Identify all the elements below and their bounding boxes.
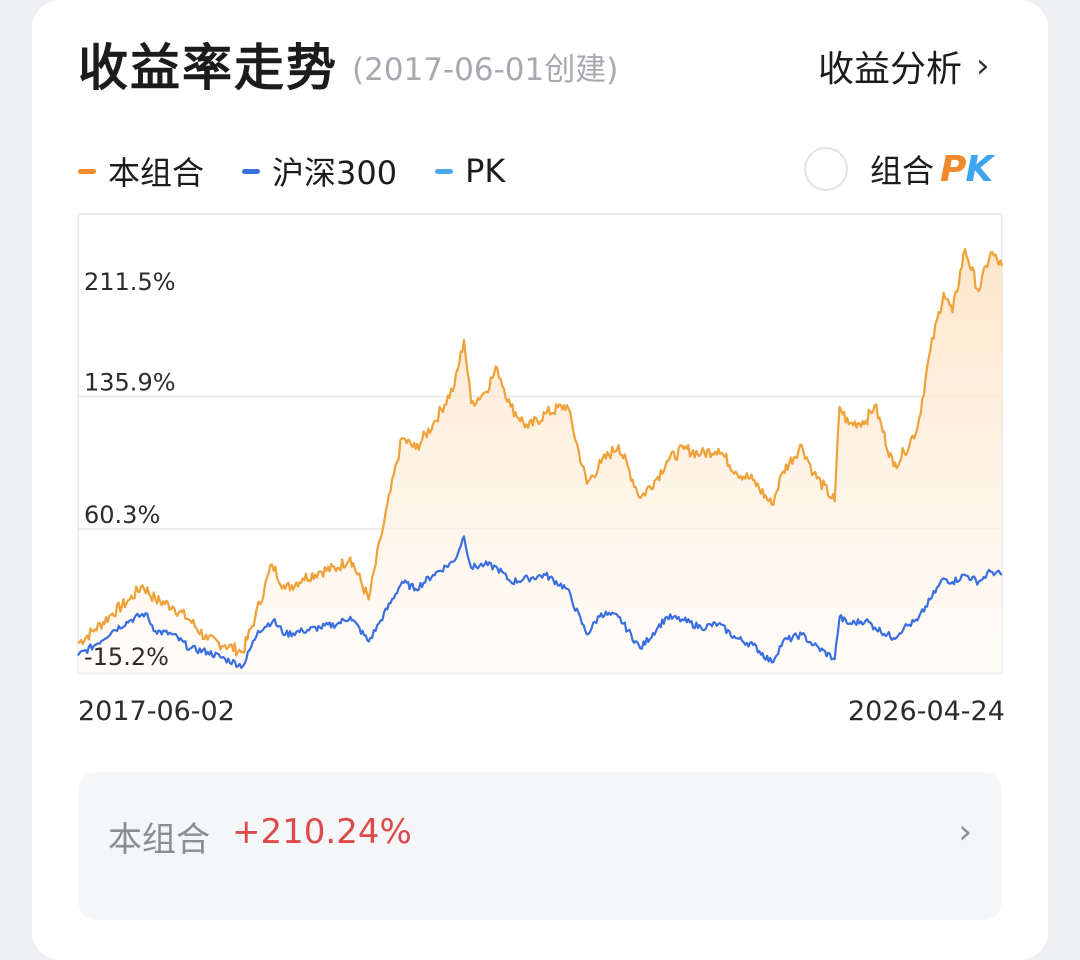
pk-logo: PK	[940, 148, 993, 190]
y-tick-label: 60.3%	[84, 501, 160, 529]
portfolio-return-summary[interactable]: 本组合 +210.24% ›	[78, 772, 1002, 920]
chevron-right-icon: ›	[958, 812, 972, 852]
pk-radio-button[interactable]	[804, 147, 848, 191]
legend-swatch-pk	[435, 168, 454, 174]
y-axis-ticks: 211.5% 135.9% 60.3% -15.2%	[84, 268, 176, 671]
y-tick-label: 135.9%	[84, 368, 176, 396]
x-axis-end-date: 2026-04-24	[848, 696, 1005, 727]
creation-date-subtitle: (2017-06-01创建)	[352, 52, 619, 88]
return-analysis-label: 收益分析	[818, 49, 963, 90]
portfolio-series-line	[77, 247, 1004, 657]
page-title: 收益率走势	[78, 39, 338, 97]
return-trend-chart[interactable]: 211.5% 135.9% 60.3% -15.2%	[0, 0, 1080, 921]
legend-swatch-benchmark	[242, 168, 261, 174]
legend-label-benchmark: 沪深300	[272, 154, 398, 192]
return-analysis-link[interactable]: 收益分析 ›	[818, 40, 990, 92]
legend-swatch-portfolio	[78, 168, 96, 174]
portfolio-pk-toggle[interactable]: 组合 PK	[804, 146, 993, 192]
pk-toggle-label: 组合	[870, 152, 935, 190]
x-axis-start-date: 2017-06-02	[78, 696, 235, 727]
y-tick-label: -15.2%	[84, 643, 169, 671]
legend-item-pk: PK	[435, 152, 505, 190]
legend-item-portfolio: 本组合	[78, 148, 204, 194]
pk-logo-k: K	[965, 148, 993, 190]
legend-label-portfolio: 本组合	[108, 154, 205, 192]
summary-return-value: +210.24%	[232, 812, 412, 852]
legend-item-benchmark: 沪深300	[242, 148, 397, 194]
chevron-right-icon: ›	[976, 46, 990, 86]
portfolio-area-fill	[78, 249, 1002, 673]
chart-legend: 本组合 沪深300 PK	[78, 148, 543, 194]
pk-logo-p: P	[940, 148, 966, 190]
legend-label-pk: PK	[465, 152, 506, 190]
benchmark-series-line	[77, 535, 1003, 670]
y-tick-label: 211.5%	[84, 268, 176, 296]
summary-label: 本组合	[108, 820, 210, 860]
